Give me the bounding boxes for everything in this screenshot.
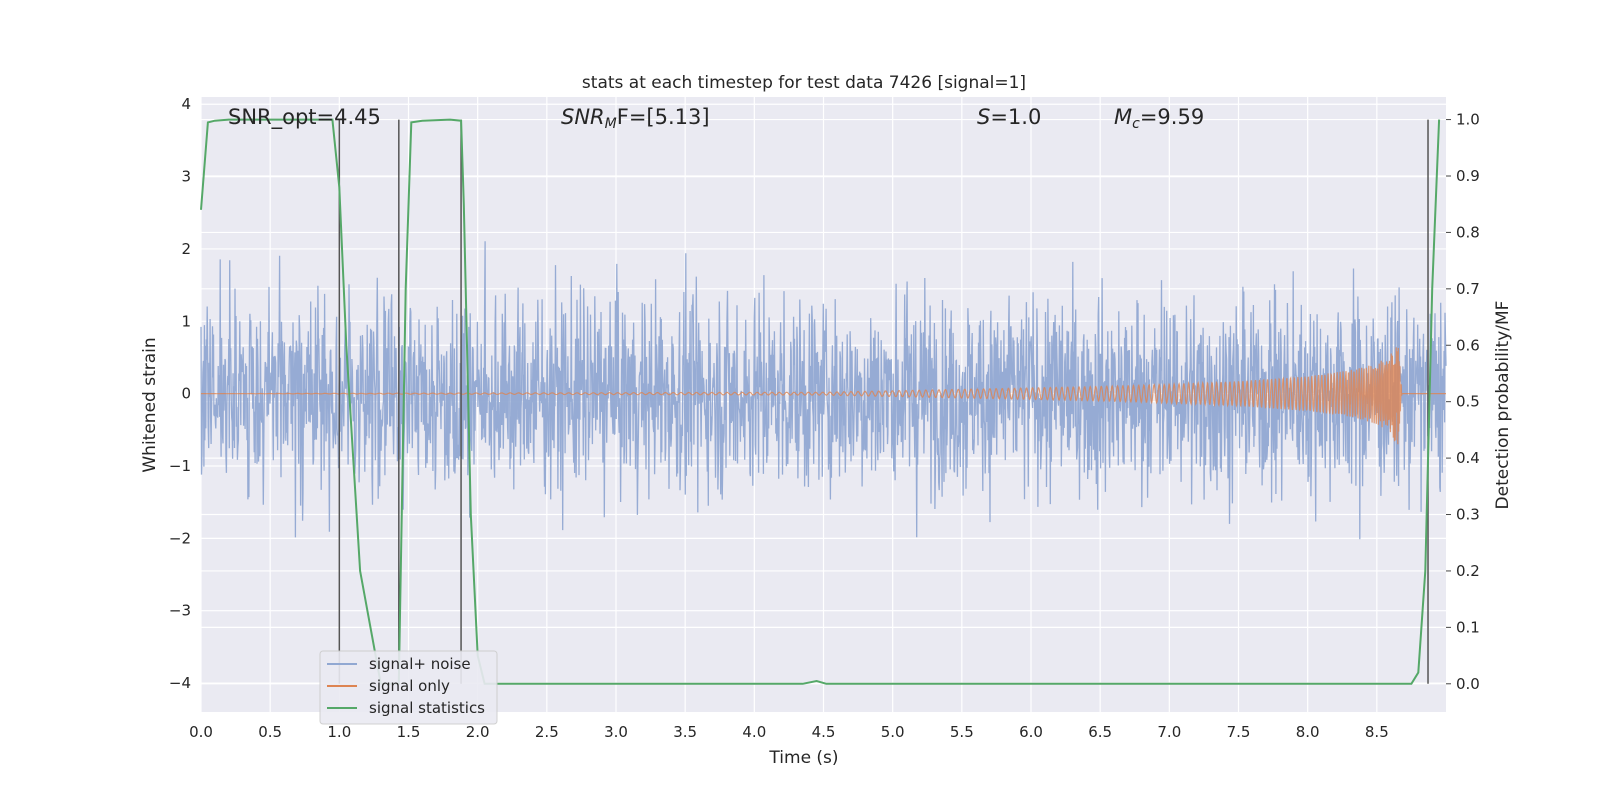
y2-tick-label: 0.3 (1456, 506, 1480, 524)
x-tick-label: 7.5 (1227, 723, 1251, 741)
x-tick-label: 5.5 (950, 723, 974, 741)
x-tick-label: 5.0 (881, 723, 905, 741)
y2-tick-label: 0.0 (1456, 675, 1480, 693)
x-tick-label: 1.5 (397, 723, 421, 741)
x-axis-label: Time (s) (768, 748, 838, 768)
y2-tick-label: 0.1 (1456, 618, 1480, 636)
x-tick-label: 6.0 (1019, 723, 1043, 741)
y2-tick-label: 0.6 (1456, 336, 1480, 354)
legend: signal+ noise signal only signal statist… (319, 650, 498, 725)
y2-tick-label: 0.5 (1456, 393, 1480, 411)
x-tick-label: 3.0 (604, 723, 628, 741)
legend-label-signal-noise: signal+ noise (369, 655, 471, 673)
y-tick-label: 3 (181, 168, 191, 186)
signal-statistics-line (200, 118, 1441, 685)
y2-tick-label: 0.9 (1456, 167, 1480, 185)
annotation-snr-opt: SNR_opt=4.45 (228, 105, 381, 130)
y2-axis-label: Detection probability/MF (1493, 301, 1513, 510)
x-tick-label: 0.0 (189, 723, 213, 741)
annotation-mc: Mc=9.59 (1114, 105, 1204, 132)
y2-tick-label: 1.0 (1456, 111, 1480, 129)
x-tick-label: 4.0 (742, 723, 766, 741)
y-axis-ticks: −4 −3 −2 −1 0 1 2 3 4 (169, 95, 191, 692)
y2-tick-label: 0.2 (1456, 562, 1480, 580)
y2-tick-label: 0.4 (1456, 449, 1480, 467)
y2-axis-ticks: 0.0 0.1 0.2 0.3 0.4 0.5 0.6 0.7 0.8 0.9 1.0 (1446, 111, 1480, 693)
legend-label-signal-statistics: signal statistics (369, 699, 485, 717)
signal-only-line (201, 347, 1446, 445)
x-tick-label: 7.0 (1157, 723, 1181, 741)
y2-tick-label: 0.7 (1456, 280, 1480, 298)
vertical-markers (338, 119, 1429, 684)
x-tick-label: 4.5 (812, 723, 836, 741)
x-axis-ticks: 0.0 0.5 1.0 1.5 2.0 2.5 3.0 3.5 4.0 4.5 5.0 5.5 6.0 6… (189, 723, 1389, 741)
x-tick-label: 2.5 (535, 723, 559, 741)
series-signal-only (201, 347, 1446, 445)
x-tick-label: 8.5 (1365, 723, 1389, 741)
legend-box (319, 650, 498, 725)
y-axis-label: Whitened strain (140, 337, 160, 472)
chart-title: stats at each timestep for test data 742… (582, 73, 1026, 93)
x-tick-label: 0.5 (258, 723, 282, 741)
x-tick-label: 3.5 (673, 723, 697, 741)
y-tick-label: −1 (169, 457, 191, 475)
y-tick-label: 1 (181, 312, 191, 330)
y-tick-label: −2 (169, 529, 191, 547)
y-tick-label: 4 (181, 95, 191, 113)
series-signal-statistics (200, 118, 1441, 685)
y-tick-label: −4 (169, 674, 191, 692)
y2-tick-label: 0.8 (1456, 223, 1480, 241)
y-tick-label: −3 (169, 602, 191, 620)
x-tick-label: 6.5 (1088, 723, 1112, 741)
y-tick-label: 2 (181, 240, 191, 258)
x-tick-label: 8.0 (1296, 723, 1320, 741)
x-tick-label: 2.0 (466, 723, 490, 741)
y-tick-label: 0 (181, 385, 191, 403)
annotation-snr-mf: SNRMF=[5.13] (561, 105, 710, 132)
legend-label-signal-only: signal only (369, 677, 450, 695)
x-tick-label: 1.0 (327, 723, 351, 741)
annotation-s: S=1.0 (977, 105, 1041, 129)
